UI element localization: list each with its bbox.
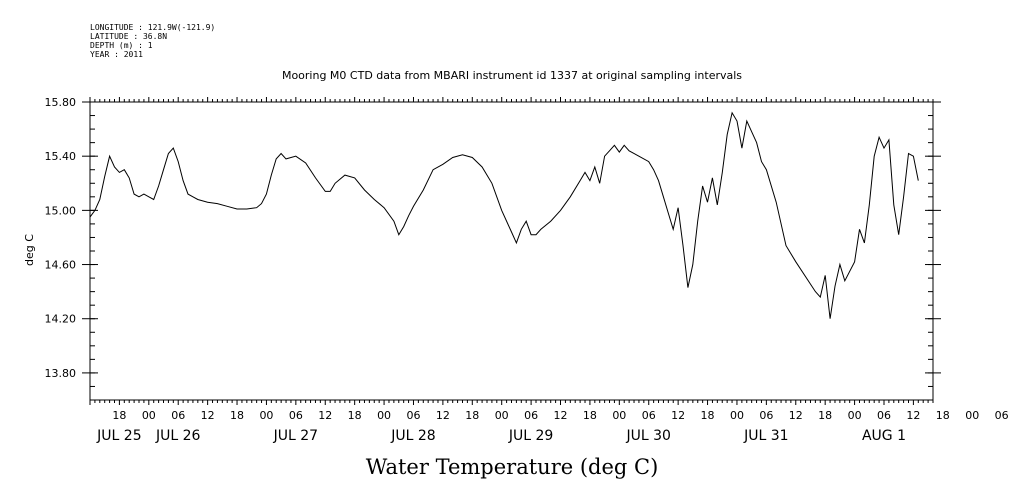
longitude-label: LONGITUDE : 121.9W(-121.9): [90, 23, 215, 32]
latitude-label: LATITUDE : 36.8N: [90, 32, 167, 41]
y-axis-label: deg C: [23, 234, 36, 266]
x-hour-label: 12: [554, 409, 568, 422]
year-label: YEAR : 2011: [90, 50, 143, 59]
x-hour-label: 18: [701, 409, 715, 422]
x-hour-label: 06: [289, 409, 303, 422]
x-hour-label: 12: [671, 409, 685, 422]
chart-title: Mooring M0 CTD data from MBARI instrumen…: [282, 69, 742, 82]
x-hour-label: 12: [318, 409, 332, 422]
x-hour-label: 06: [759, 409, 773, 422]
x-hour-label: 00: [848, 409, 862, 422]
x-day-label: JUL 28: [390, 428, 435, 444]
x-hour-label: 12: [789, 409, 803, 422]
water-temperature-line: [89, 111, 919, 319]
x-hour-label: 00: [142, 409, 156, 422]
x-hour-label: 00: [495, 409, 509, 422]
axis-ticks: [82, 97, 941, 405]
x-day-label: JUL 26: [155, 428, 201, 444]
x-hour-label: 06: [877, 409, 891, 422]
x-day-labels: JUL 25 JUL 26 JUL 27 JUL 28 JUL 29 JUL 30 JUL …: [96, 428, 906, 444]
y-tick-label: 15.00: [45, 204, 77, 217]
x-day-label: JUL 30: [626, 428, 671, 444]
x-hour-label: 12: [201, 409, 215, 422]
y-tick-label: 14.20: [45, 313, 77, 326]
x-hour-label: 00: [730, 409, 744, 422]
x-hour-label: 12: [906, 409, 920, 422]
x-hour-label: 18: [818, 409, 832, 422]
y-tick-labels: 15.80 15.40 15.00 14.60 14.20 13.80: [45, 96, 77, 380]
x-hour-label: 00: [259, 409, 273, 422]
y-tick-label: 13.80: [45, 367, 77, 380]
x-hour-label: 18: [936, 409, 950, 422]
x-axis-label: Water Temperature (deg C): [366, 455, 659, 479]
x-hour-label: 06: [524, 409, 538, 422]
x-hour-label: 18: [465, 409, 479, 422]
y-tick-label: 15.80: [45, 96, 77, 109]
plot-frame: [89, 101, 934, 401]
x-hour-label: 18: [348, 409, 362, 422]
depth-label: DEPTH (m) : 1: [90, 41, 153, 50]
x-hour-label: 18: [230, 409, 244, 422]
x-hour-label: 00: [965, 409, 979, 422]
y-tick-label: 15.40: [45, 150, 77, 163]
x-hour-label: 06: [171, 409, 185, 422]
x-day-label: JUL 29: [508, 428, 553, 444]
x-hour-label: 06: [642, 409, 656, 422]
x-day-label: JUL 25: [96, 428, 141, 444]
x-hour-label: 00: [612, 409, 626, 422]
x-day-label: AUG 1: [862, 428, 906, 444]
x-hour-label: 18: [112, 409, 126, 422]
x-hour-label: 00: [377, 409, 391, 422]
x-day-label: JUL 31: [743, 428, 788, 444]
y-tick-label: 14.60: [45, 259, 77, 272]
x-hour-label: 06: [406, 409, 420, 422]
x-hour-label: 06: [995, 409, 1009, 422]
metadata-block: LONGITUDE : 121.9W(-121.9) LATITUDE : 36…: [90, 23, 215, 59]
x-day-label: JUL 27: [273, 428, 318, 444]
x-hour-labels: 18 00 06 12 18 00 06 12 18 00 06 12 18 00 06 12 18 00 06 12…: [112, 409, 1009, 422]
x-hour-label: 12: [436, 409, 450, 422]
x-hour-label: 18: [583, 409, 597, 422]
